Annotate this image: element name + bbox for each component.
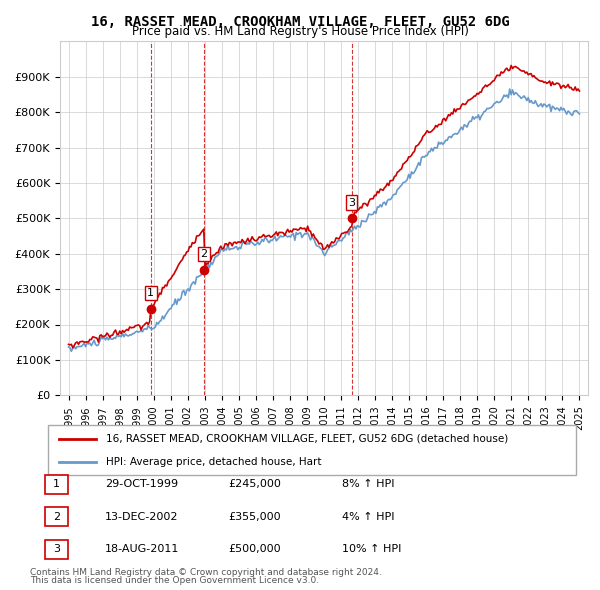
Text: 3: 3 (348, 198, 355, 208)
Text: Price paid vs. HM Land Registry's House Price Index (HPI): Price paid vs. HM Land Registry's House … (131, 25, 469, 38)
Text: 3: 3 (53, 545, 60, 554)
Text: Contains HM Land Registry data © Crown copyright and database right 2024.: Contains HM Land Registry data © Crown c… (30, 568, 382, 577)
Text: HPI: Average price, detached house, Hart: HPI: Average price, detached house, Hart (106, 457, 322, 467)
Text: 8% ↑ HPI: 8% ↑ HPI (342, 480, 395, 489)
Text: 13-DEC-2002: 13-DEC-2002 (105, 512, 179, 522)
Text: £245,000: £245,000 (228, 480, 281, 489)
FancyBboxPatch shape (45, 540, 68, 559)
Text: 4% ↑ HPI: 4% ↑ HPI (342, 512, 395, 522)
Text: 16, RASSET MEAD, CROOKHAM VILLAGE, FLEET, GU52 6DG (detached house): 16, RASSET MEAD, CROOKHAM VILLAGE, FLEET… (106, 434, 508, 444)
Text: This data is licensed under the Open Government Licence v3.0.: This data is licensed under the Open Gov… (30, 576, 319, 585)
Text: 29-OCT-1999: 29-OCT-1999 (105, 480, 178, 489)
Text: 2: 2 (200, 249, 208, 259)
FancyBboxPatch shape (48, 425, 576, 475)
Text: 16, RASSET MEAD, CROOKHAM VILLAGE, FLEET, GU52 6DG: 16, RASSET MEAD, CROOKHAM VILLAGE, FLEET… (91, 15, 509, 29)
Text: £500,000: £500,000 (228, 545, 281, 554)
Text: 2: 2 (53, 512, 60, 522)
Text: 10% ↑ HPI: 10% ↑ HPI (342, 545, 401, 554)
FancyBboxPatch shape (45, 475, 68, 494)
Text: £355,000: £355,000 (228, 512, 281, 522)
Text: 1: 1 (53, 480, 60, 489)
Text: 1: 1 (147, 288, 154, 298)
FancyBboxPatch shape (45, 507, 68, 526)
Text: 18-AUG-2011: 18-AUG-2011 (105, 545, 179, 554)
